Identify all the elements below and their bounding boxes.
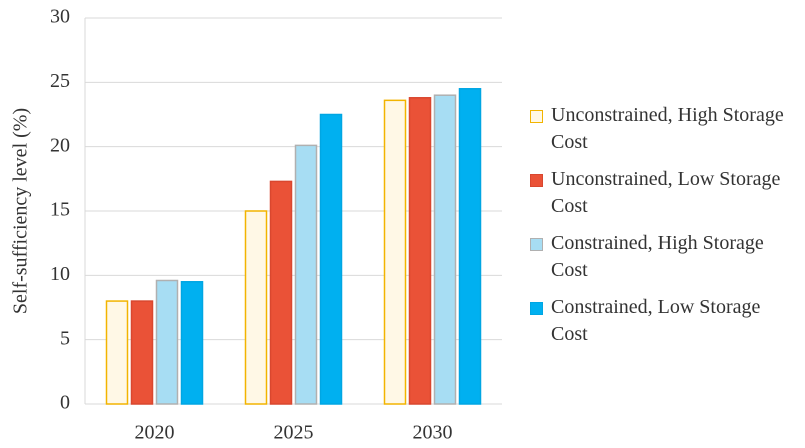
bar xyxy=(319,113,343,405)
legend-entry: Unconstrained, Low Storage Cost xyxy=(530,166,802,220)
y-axis-label: Self-sufficiency level (%) xyxy=(10,108,32,314)
bar xyxy=(294,144,318,405)
x-tick-label: 2030 xyxy=(413,422,453,444)
legend: Unconstrained, High Storage Cost Unconstr… xyxy=(530,102,802,358)
bar xyxy=(458,88,482,405)
legend-swatch xyxy=(530,174,543,187)
y-tick-label: 25 xyxy=(50,70,70,92)
legend-entry: Constrained, Low Storage Cost xyxy=(530,294,802,348)
y-tick-label: 15 xyxy=(50,199,70,221)
bar xyxy=(433,94,457,405)
bar xyxy=(130,300,154,405)
legend-swatch xyxy=(530,110,543,123)
legend-entry: Constrained, High Storage Cost xyxy=(530,230,802,284)
bar xyxy=(180,281,204,405)
bar xyxy=(155,279,179,405)
bar xyxy=(244,210,268,405)
x-tick-label: 2020 xyxy=(135,422,175,444)
bar xyxy=(269,180,293,405)
x-tick-label: 2025 xyxy=(274,422,314,444)
y-tick-label: 10 xyxy=(50,263,70,285)
legend-entry: Unconstrained, High Storage Cost xyxy=(530,102,802,156)
bar xyxy=(408,97,432,405)
bar xyxy=(105,300,129,405)
legend-label: Unconstrained, Low Storage Cost xyxy=(551,168,781,217)
legend-label: Constrained, High Storage Cost xyxy=(551,232,764,281)
y-tick-label: 20 xyxy=(50,134,70,156)
legend-label: Constrained, Low Storage Cost xyxy=(551,296,761,345)
y-tick-label: 30 xyxy=(50,6,70,28)
legend-swatch xyxy=(530,302,543,315)
legend-label: Unconstrained, High Storage Cost xyxy=(551,104,784,153)
legend-swatch xyxy=(530,238,543,251)
y-tick-label: 5 xyxy=(60,327,70,349)
y-tick-label: 0 xyxy=(60,392,70,414)
bar xyxy=(383,99,407,405)
